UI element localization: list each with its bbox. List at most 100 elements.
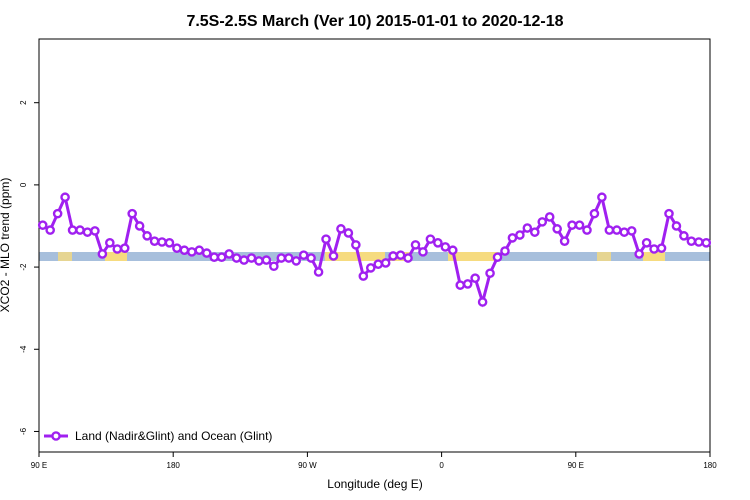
data-point <box>142 231 152 241</box>
data-point <box>201 248 212 258</box>
data-point <box>447 245 458 256</box>
data-point <box>321 234 331 244</box>
data-point <box>462 279 473 289</box>
x-axis-label: Longitude (deg E) <box>327 477 422 491</box>
data-point <box>612 225 622 235</box>
land-band <box>105 252 127 261</box>
data-point <box>105 238 115 248</box>
data-point <box>45 225 55 235</box>
x-tick-label: 180 <box>703 461 717 470</box>
legend-marker <box>51 431 61 441</box>
data-point <box>597 192 607 203</box>
data-point <box>567 220 577 230</box>
y-tick-label: 2 <box>19 100 28 105</box>
x-tick-label: 90 E <box>31 461 47 470</box>
data-point <box>358 271 369 281</box>
data-point <box>529 227 540 237</box>
data-point <box>604 225 615 235</box>
y-tick-label: -2 <box>19 263 28 271</box>
data-point <box>157 237 167 247</box>
land-band <box>643 252 665 261</box>
data-point <box>440 242 451 252</box>
data-point <box>425 234 436 244</box>
data-point <box>261 255 272 265</box>
data-point <box>351 240 361 250</box>
data-point <box>365 263 376 273</box>
data-point <box>410 240 421 250</box>
data-point <box>67 225 78 235</box>
data-point <box>328 251 339 261</box>
data-point <box>395 250 406 260</box>
data-point <box>380 258 391 268</box>
data-point <box>694 237 704 247</box>
data-point <box>179 245 190 256</box>
data-point <box>649 244 659 254</box>
data-point <box>477 297 488 307</box>
series-line <box>41 192 707 308</box>
data-point <box>231 253 242 263</box>
data-point <box>500 246 510 256</box>
chart-title: 7.5S-2.5S March (Ver 10) 2015-01-01 to 2… <box>186 13 563 30</box>
data-point <box>634 249 644 259</box>
data-point <box>656 243 667 253</box>
data-point <box>641 238 652 248</box>
x-tick-label: 0 <box>439 461 444 470</box>
plot-frame <box>38 38 711 453</box>
data-point <box>544 212 555 222</box>
data-point <box>37 220 48 230</box>
data-point <box>75 225 85 235</box>
data-point <box>164 238 175 248</box>
data-point <box>283 253 294 263</box>
data-point <box>373 259 384 269</box>
data-point <box>336 224 346 234</box>
data-point <box>134 221 145 231</box>
data-point <box>552 224 562 234</box>
data-point <box>619 227 630 237</box>
data-point <box>515 230 525 240</box>
data-point <box>172 243 182 253</box>
surface-band <box>39 252 710 261</box>
data-point <box>589 208 600 219</box>
data-point <box>216 252 227 263</box>
data-point <box>582 225 592 235</box>
land-band <box>597 252 611 261</box>
data-point <box>313 267 324 277</box>
data-point <box>507 233 518 243</box>
data-point <box>537 217 548 227</box>
data-point <box>269 261 279 272</box>
data-point <box>224 249 234 259</box>
data-point <box>574 220 585 230</box>
x-tick-label: 180 <box>167 461 181 470</box>
land-band <box>58 252 72 261</box>
data-point <box>492 252 503 263</box>
y-tick-label: -4 <box>19 345 28 353</box>
data-point <box>671 221 682 231</box>
data-point <box>470 273 480 283</box>
data-point <box>254 256 264 266</box>
data-point <box>52 208 63 219</box>
data-point <box>433 238 443 248</box>
x-tick-label: 90 W <box>298 461 317 470</box>
data-point <box>82 227 93 237</box>
data-point <box>626 226 637 236</box>
data-point <box>686 236 697 246</box>
data-point <box>388 251 398 261</box>
data-point <box>298 250 309 260</box>
y-axis-label: XCO2 - MLO trend (ppm) <box>0 178 12 313</box>
land-band <box>325 252 385 261</box>
data-point <box>209 252 220 263</box>
data-point <box>239 255 249 265</box>
data-point <box>149 236 160 246</box>
data-point <box>112 244 123 254</box>
data-point <box>522 223 533 233</box>
data-point <box>679 231 689 241</box>
data-point <box>276 253 287 263</box>
data-point <box>701 238 712 248</box>
data-point <box>60 192 70 203</box>
data-point <box>403 253 413 263</box>
data-point <box>90 226 100 236</box>
data-point <box>119 243 130 253</box>
data-point <box>306 253 316 263</box>
data-point <box>485 268 495 279</box>
